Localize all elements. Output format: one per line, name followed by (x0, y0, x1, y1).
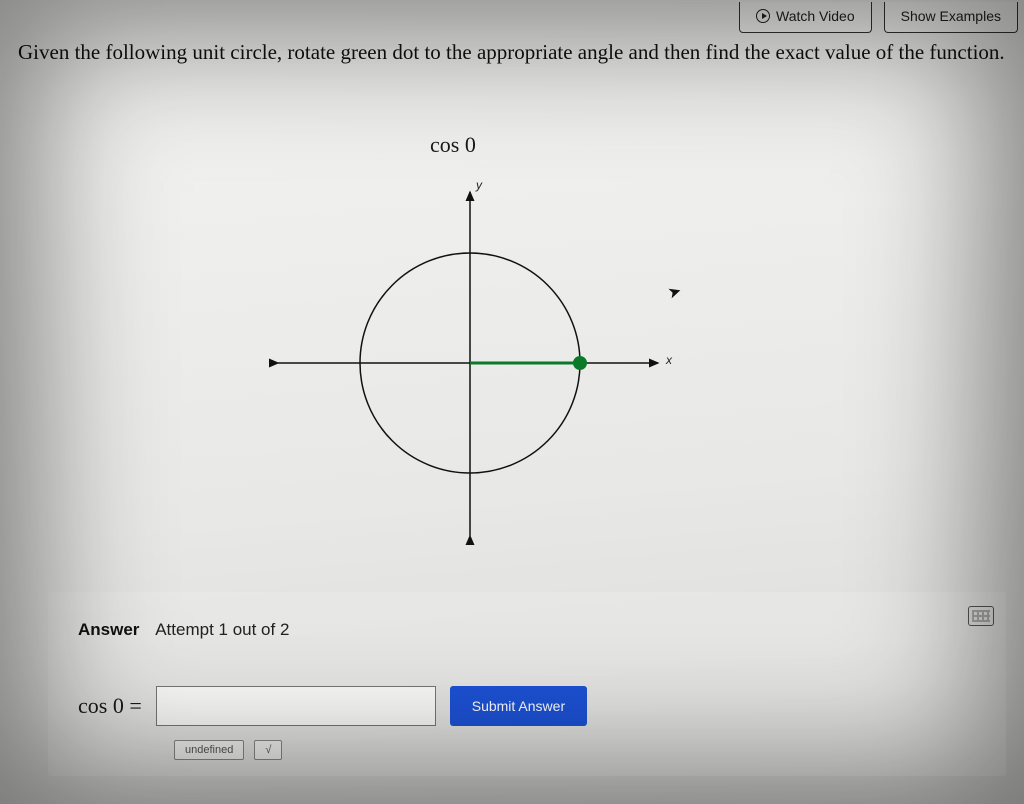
undefined-button[interactable]: undefined (174, 740, 244, 760)
y-axis-label: y (476, 178, 482, 192)
equation-label: cos 0 = (78, 693, 142, 719)
show-examples-button[interactable]: Show Examples (884, 2, 1018, 33)
answer-row: cos 0 = Submit Answer (78, 686, 976, 726)
watch-video-label: Watch Video (776, 8, 855, 24)
x-axis-label: x (666, 353, 672, 367)
answer-heading: Answer Attempt 1 out of 2 (78, 620, 976, 640)
unit-circle-svg[interactable] (260, 178, 680, 548)
watch-video-button[interactable]: Watch Video (739, 2, 872, 33)
keypad-icon[interactable] (968, 606, 994, 626)
problem-prompt: Given the following unit circle, rotate … (18, 36, 1018, 69)
unit-circle-chart[interactable]: y x (260, 178, 680, 548)
helper-buttons: undefined √ (174, 740, 976, 760)
attempt-counter: Attempt 1 out of 2 (155, 620, 289, 639)
sqrt-button[interactable]: √ (254, 740, 282, 760)
header-buttons: Watch Video Show Examples (739, 0, 1024, 33)
play-icon (756, 9, 770, 23)
submit-button[interactable]: Submit Answer (450, 686, 587, 726)
show-examples-label: Show Examples (901, 8, 1001, 24)
answer-heading-bold: Answer (78, 620, 139, 639)
answer-panel: Answer Attempt 1 out of 2 cos 0 = Submit… (48, 592, 1006, 776)
answer-input[interactable] (156, 686, 436, 726)
function-expression: cos 0 (430, 132, 476, 158)
